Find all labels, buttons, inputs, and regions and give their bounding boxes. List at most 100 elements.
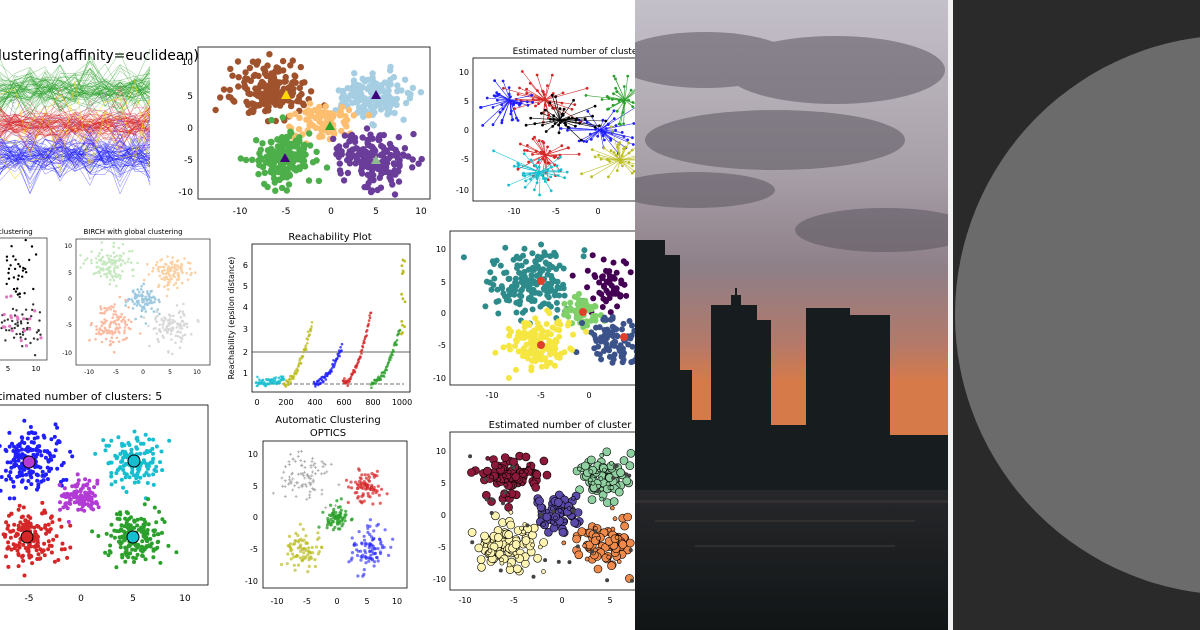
star-edge — [585, 95, 626, 101]
scatter-point — [335, 143, 343, 150]
scatter-point — [93, 451, 98, 456]
scatter-point — [507, 183, 510, 187]
scatter-point — [508, 328, 514, 335]
scatter-point — [532, 470, 542, 479]
scatter-point — [160, 530, 164, 535]
scatter-point — [512, 343, 518, 349]
disc-svg — [955, 37, 1200, 593]
star-edge — [501, 99, 511, 105]
scatter-point — [481, 124, 485, 127]
scatter-point — [54, 534, 59, 539]
star-edge — [609, 159, 621, 162]
scatter-point — [591, 114, 594, 118]
scatter-point — [172, 283, 176, 287]
star-edge — [586, 129, 601, 142]
scatter-point — [529, 250, 536, 257]
scatter-point — [21, 345, 24, 348]
centroid-marker — [20, 530, 34, 544]
scatter-point — [285, 562, 289, 566]
scatter-point — [141, 522, 146, 527]
scatter-point — [144, 302, 147, 306]
scatter-point — [341, 132, 349, 139]
scatter-point — [45, 477, 50, 482]
scatter-point — [531, 153, 534, 156]
scatter-point — [104, 310, 107, 313]
scatter-point — [133, 556, 138, 561]
tick-label: -5 — [184, 156, 193, 166]
scatter-point — [17, 540, 22, 545]
scatter-point — [98, 327, 102, 330]
scatter-point — [523, 258, 529, 265]
scatter-point — [356, 495, 360, 499]
scatter-point — [30, 245, 34, 248]
scatter-point — [157, 283, 161, 287]
scatter-point — [350, 112, 357, 119]
reach-point — [395, 339, 399, 342]
scatter-point — [175, 304, 179, 307]
scatter-point — [372, 147, 379, 155]
scatter-point — [492, 349, 499, 356]
scatter-point — [583, 328, 589, 335]
scatter-point — [94, 338, 97, 341]
scatter-point — [127, 475, 132, 480]
scatter-point — [495, 310, 502, 317]
scatter-point — [614, 128, 617, 132]
scatter-point — [155, 320, 158, 324]
scatter-point — [183, 333, 187, 337]
scatter-point — [476, 555, 486, 564]
scatter-point — [599, 496, 605, 502]
scatter-point — [119, 315, 123, 319]
scatter-point — [170, 352, 174, 356]
scatter-point — [285, 146, 292, 153]
scatter-point — [177, 266, 181, 269]
star-edge — [624, 92, 635, 101]
scatter-point — [623, 260, 630, 267]
tick-label: -10 — [270, 597, 283, 606]
noise-point — [628, 548, 633, 553]
star-edge — [518, 94, 546, 101]
scatter-point — [600, 316, 607, 323]
scatter-point — [152, 310, 156, 313]
series-line — [0, 106, 151, 137]
scatter-point — [85, 257, 89, 260]
scatter-point — [190, 332, 193, 336]
scatter-point — [317, 536, 321, 540]
scatter-point — [547, 303, 554, 310]
scatter-point — [111, 340, 115, 344]
scatter-point — [409, 156, 416, 163]
scatter-point — [262, 107, 269, 115]
scatter-point — [99, 259, 103, 263]
scatter-point — [361, 492, 365, 496]
scatter-point — [150, 307, 153, 310]
scatter-point — [119, 535, 124, 540]
scatter-point — [372, 529, 376, 533]
scatter-point — [460, 254, 467, 261]
scatter-point — [367, 131, 374, 138]
star-edge — [539, 156, 561, 173]
scatter-point — [17, 444, 22, 449]
scatter-point — [170, 338, 173, 341]
scatter-point — [124, 547, 129, 552]
scatter-point — [97, 254, 100, 258]
tick-label: 5 — [607, 596, 612, 605]
scatter-point — [522, 171, 525, 175]
reach-point — [333, 362, 337, 365]
scatter-point — [574, 550, 584, 560]
scatter-point — [601, 283, 608, 290]
water — [635, 490, 948, 630]
scatter-point — [313, 564, 317, 569]
reach-point — [383, 375, 386, 378]
scatter-point — [369, 121, 376, 128]
scatter-point — [604, 119, 608, 123]
scatter-point — [154, 464, 159, 469]
scatter-point — [109, 482, 114, 487]
scatter-point — [8, 329, 11, 332]
scatter-point — [605, 290, 612, 297]
scatter-point — [75, 472, 80, 477]
scatter-point — [104, 443, 109, 448]
scatter-point — [497, 464, 503, 469]
scatter-point — [306, 570, 310, 574]
scatter-point — [143, 432, 148, 437]
scatter-point — [74, 484, 79, 489]
plot-frame-birch-left — [0, 237, 48, 361]
